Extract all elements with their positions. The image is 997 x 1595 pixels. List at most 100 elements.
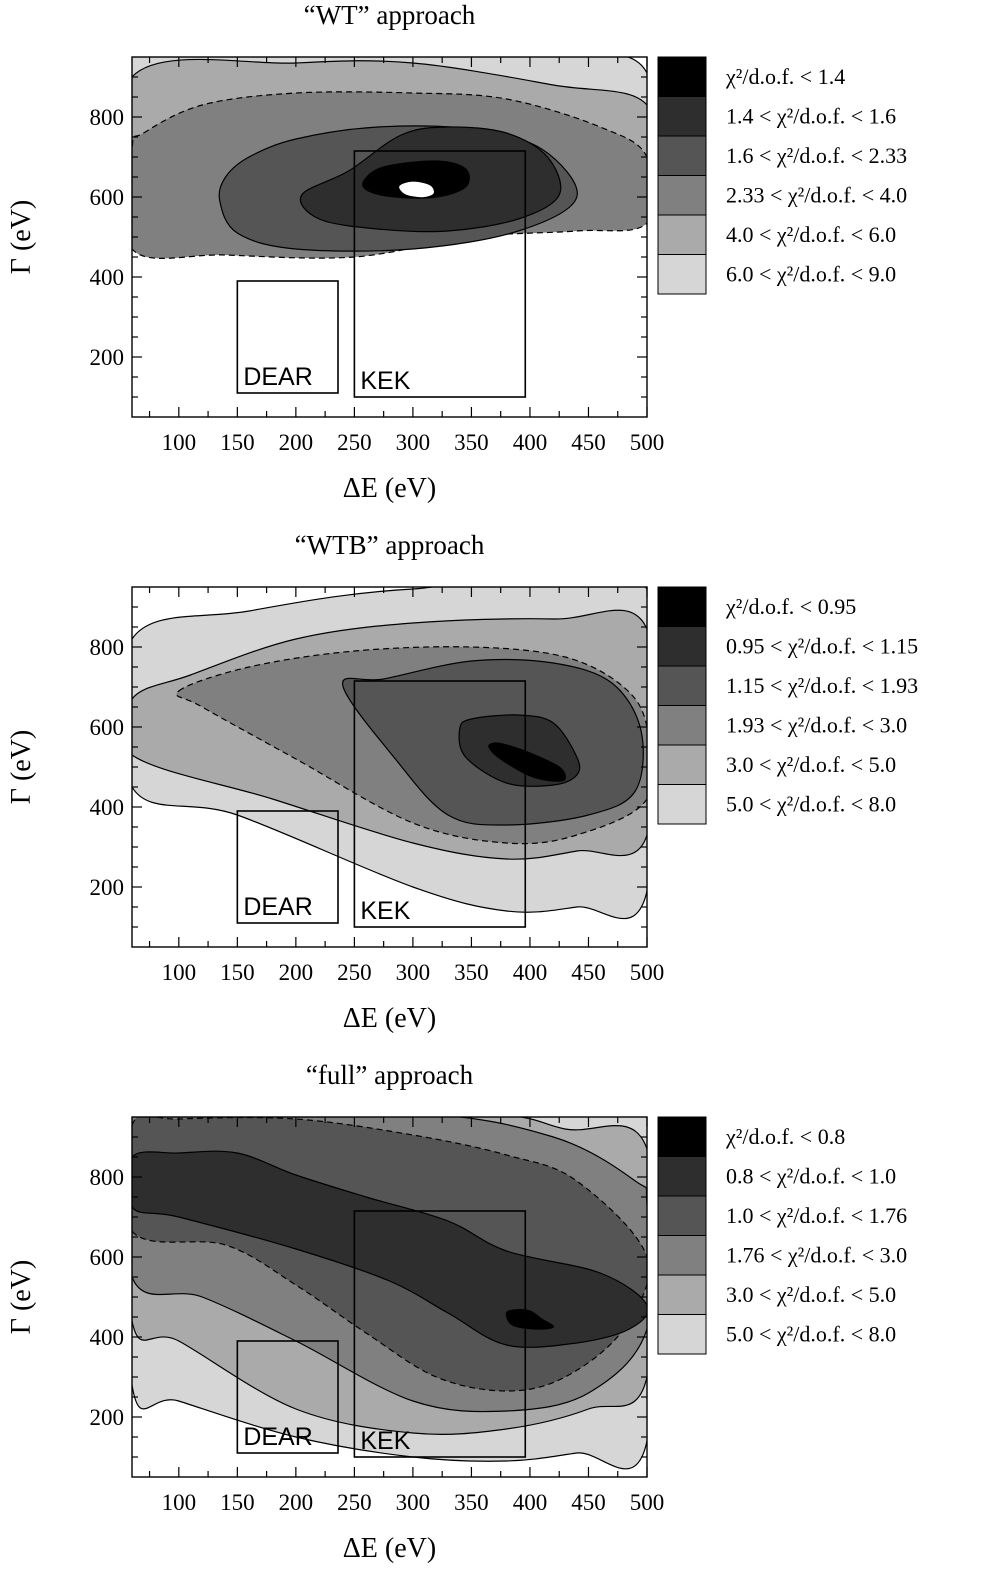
legend-swatch-6	[657, 784, 707, 825]
x-tick-label: 100	[162, 430, 197, 455]
legend-swatch-6	[657, 1314, 707, 1355]
y-axis-label: Γ (eV)	[6, 200, 37, 274]
y-tick-label: 600	[90, 185, 125, 210]
legend-label-6: 5.0 < χ²/d.o.f. < 8.0	[726, 1322, 896, 1347]
legend-swatch-4	[657, 705, 707, 746]
y-axis-label: Γ (eV)	[6, 730, 37, 804]
legend-label-5: 4.0 < χ²/d.o.f. < 6.0	[726, 222, 896, 247]
x-tick-label: 250	[337, 430, 372, 455]
contour-region-6	[488, 742, 566, 782]
x-tick-label: 500	[630, 430, 665, 455]
kek-box-label: KEK	[360, 897, 410, 925]
contour-region-6	[362, 160, 470, 199]
y-tick-label: 600	[90, 1245, 125, 1270]
x-tick-label: 400	[513, 960, 548, 985]
legend-swatch-2	[657, 626, 707, 667]
x-axis-label: ΔE (eV)	[343, 1003, 436, 1034]
legend-swatch-2	[657, 96, 707, 137]
x-tick-label: 350	[454, 430, 489, 455]
dear-box	[236, 810, 339, 924]
chart-title: “full” approach	[306, 1060, 474, 1090]
x-axis-label: ΔE (eV)	[343, 1533, 436, 1564]
legend-label-4: 1.93 < χ²/d.o.f. < 3.0	[726, 713, 907, 738]
y-axis-label: Γ (eV)	[6, 1260, 37, 1334]
chart-svg-wtb: “WTB” approach DEAR KEK 100 150 200 250 300 350 4…	[6, 530, 918, 1034]
legend-swatch-2	[657, 1156, 707, 1197]
y-tick-label: 800	[90, 105, 125, 130]
x-axis-label: ΔE (eV)	[343, 473, 436, 504]
legend-swatch-1	[657, 56, 707, 97]
contour-region-7	[397, 180, 436, 199]
x-tick-label: 350	[454, 1490, 489, 1515]
x-tick-label: 200	[279, 960, 314, 985]
legend-swatch-5	[657, 744, 707, 785]
y-tick-label: 600	[90, 715, 125, 740]
x-tick-label: 350	[454, 960, 489, 985]
legend-label-3: 1.15 < χ²/d.o.f. < 1.93	[726, 673, 918, 698]
legend-label-2: 1.4 < χ²/d.o.f. < 1.6	[726, 104, 896, 129]
legend-swatch-4	[657, 175, 707, 216]
chart-title: “WTB” approach	[295, 530, 485, 560]
dear-box-label: DEAR	[243, 893, 312, 921]
chart-panel-wtb: “WTB” approach DEAR KEK 100 150 200 250 300 350 4…	[0, 530, 997, 1060]
y-tick-label: 200	[90, 1405, 125, 1430]
legend-swatch-5	[657, 214, 707, 255]
dear-box-label: DEAR	[243, 1423, 312, 1451]
legend-label-1: χ²/d.o.f. < 0.8	[725, 1124, 845, 1149]
chart-panel-wt: “WT” approach DEAR KEK 100 150 200 250 300 350 40…	[0, 0, 997, 530]
x-tick-label: 250	[337, 1490, 372, 1515]
legend-label-4: 2.33 < χ²/d.o.f. < 4.0	[726, 183, 907, 208]
x-tick-label: 150	[220, 960, 255, 985]
x-tick-label: 500	[630, 960, 665, 985]
legend-swatch-5	[657, 1274, 707, 1315]
legend-label-5: 3.0 < χ²/d.o.f. < 5.0	[726, 752, 896, 777]
y-tick-label: 200	[90, 875, 125, 900]
dear-box	[236, 1340, 339, 1454]
x-tick-label: 200	[279, 430, 314, 455]
x-tick-label: 250	[337, 960, 372, 985]
contour-group	[132, 1117, 647, 1470]
contour-region-5	[132, 1150, 647, 1348]
legend-swatch-6	[657, 254, 707, 295]
kek-box-label: KEK	[360, 367, 410, 395]
x-tick-label: 450	[571, 430, 606, 455]
legend-swatch-3	[657, 1195, 707, 1236]
chart-title: “WT” approach	[304, 0, 476, 30]
contour-group	[132, 57, 647, 259]
x-tick-label: 300	[396, 430, 431, 455]
kek-box-label: KEK	[360, 1427, 410, 1455]
kek-box	[353, 150, 527, 398]
contour-region-6	[505, 1309, 554, 1330]
legend-label-2: 0.8 < χ²/d.o.f. < 1.0	[726, 1164, 896, 1189]
legend-label-1: χ²/d.o.f. < 0.95	[725, 594, 856, 619]
y-tick-label: 200	[90, 345, 125, 370]
legend-swatch-1	[657, 1116, 707, 1157]
chart-svg-wt: “WT” approach DEAR KEK 100 150 200 250 300 350 40…	[6, 0, 907, 504]
x-tick-label: 400	[513, 430, 548, 455]
x-tick-label: 500	[630, 1490, 665, 1515]
chart-svg-full: “full” approach DEAR KEK 100 150 200 250 300 350…	[6, 1060, 907, 1564]
y-tick-label: 400	[90, 265, 125, 290]
x-tick-label: 100	[162, 1490, 197, 1515]
y-tick-label: 800	[90, 1165, 125, 1190]
legend-label-2: 0.95 < χ²/d.o.f. < 1.15	[726, 634, 918, 659]
x-tick-label: 450	[571, 1490, 606, 1515]
y-tick-label: 400	[90, 1325, 125, 1350]
y-tick-label: 400	[90, 795, 125, 820]
legend-swatch-1	[657, 586, 707, 627]
legend-label-1: χ²/d.o.f. < 1.4	[725, 64, 845, 89]
x-tick-label: 200	[279, 1490, 314, 1515]
legend-label-3: 1.6 < χ²/d.o.f. < 2.33	[726, 143, 907, 168]
dear-box-label: DEAR	[243, 363, 312, 391]
chart-panel-full: “full” approach DEAR KEK 100 150 200 250 300 350…	[0, 1060, 997, 1590]
legend-label-5: 3.0 < χ²/d.o.f. < 5.0	[726, 1282, 896, 1307]
x-tick-label: 100	[162, 960, 197, 985]
x-tick-label: 150	[220, 1490, 255, 1515]
kek-box	[353, 680, 527, 928]
kek-box	[353, 1210, 527, 1458]
legend-label-6: 5.0 < χ²/d.o.f. < 8.0	[726, 792, 896, 817]
legend-swatch-3	[657, 135, 707, 176]
y-tick-label: 800	[90, 635, 125, 660]
legend-label-4: 1.76 < χ²/d.o.f. < 3.0	[726, 1243, 907, 1268]
legend-label-6: 6.0 < χ²/d.o.f. < 9.0	[726, 262, 896, 287]
